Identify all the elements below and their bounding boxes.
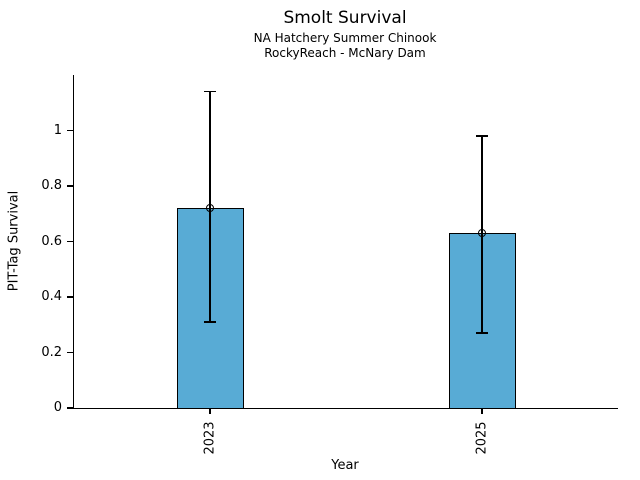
y-tick <box>66 185 73 187</box>
y-tick <box>66 129 73 132</box>
y-tick-label: 0.4 <box>41 289 62 304</box>
y-tick-label: 1 <box>53 122 62 138</box>
y-tick <box>66 351 73 354</box>
error-cap-bottom <box>204 321 216 323</box>
chart-subtitle-line2: RockyReach - McNary Dam <box>264 46 426 61</box>
point-marker <box>478 229 486 238</box>
y-tick <box>66 240 73 243</box>
y-tick-label: 0.6 <box>41 233 62 249</box>
title-block: Smolt Survival NA Hatchery Summer Chinoo… <box>73 8 617 61</box>
y-tick <box>66 296 73 298</box>
error-cap-bottom <box>476 332 488 334</box>
point-marker <box>206 204 214 213</box>
y-tick <box>66 407 73 409</box>
x-axis-label: Year <box>331 458 359 473</box>
y-tick-label: 0.2 <box>41 344 62 360</box>
x-tick-label: 2025 <box>474 421 490 455</box>
error-cap-top <box>204 90 216 93</box>
chart-subtitle-line1: NA Hatchery Summer Chinook <box>253 31 437 46</box>
x-tick <box>209 408 211 414</box>
y-tick-label: 0.8 <box>41 178 62 193</box>
y-tick-label: 0 <box>53 400 62 415</box>
error-cap-top <box>476 135 488 137</box>
chart-title: Smolt Survival <box>283 8 407 28</box>
y-axis-label: PIT-Tag Survival <box>6 190 22 292</box>
plot-area: 0 0.2 0.4 0.6 0.8 1 2023 2025 <box>41 75 618 455</box>
x-tick-label: 2023 <box>202 421 218 455</box>
x-tick <box>481 408 483 414</box>
